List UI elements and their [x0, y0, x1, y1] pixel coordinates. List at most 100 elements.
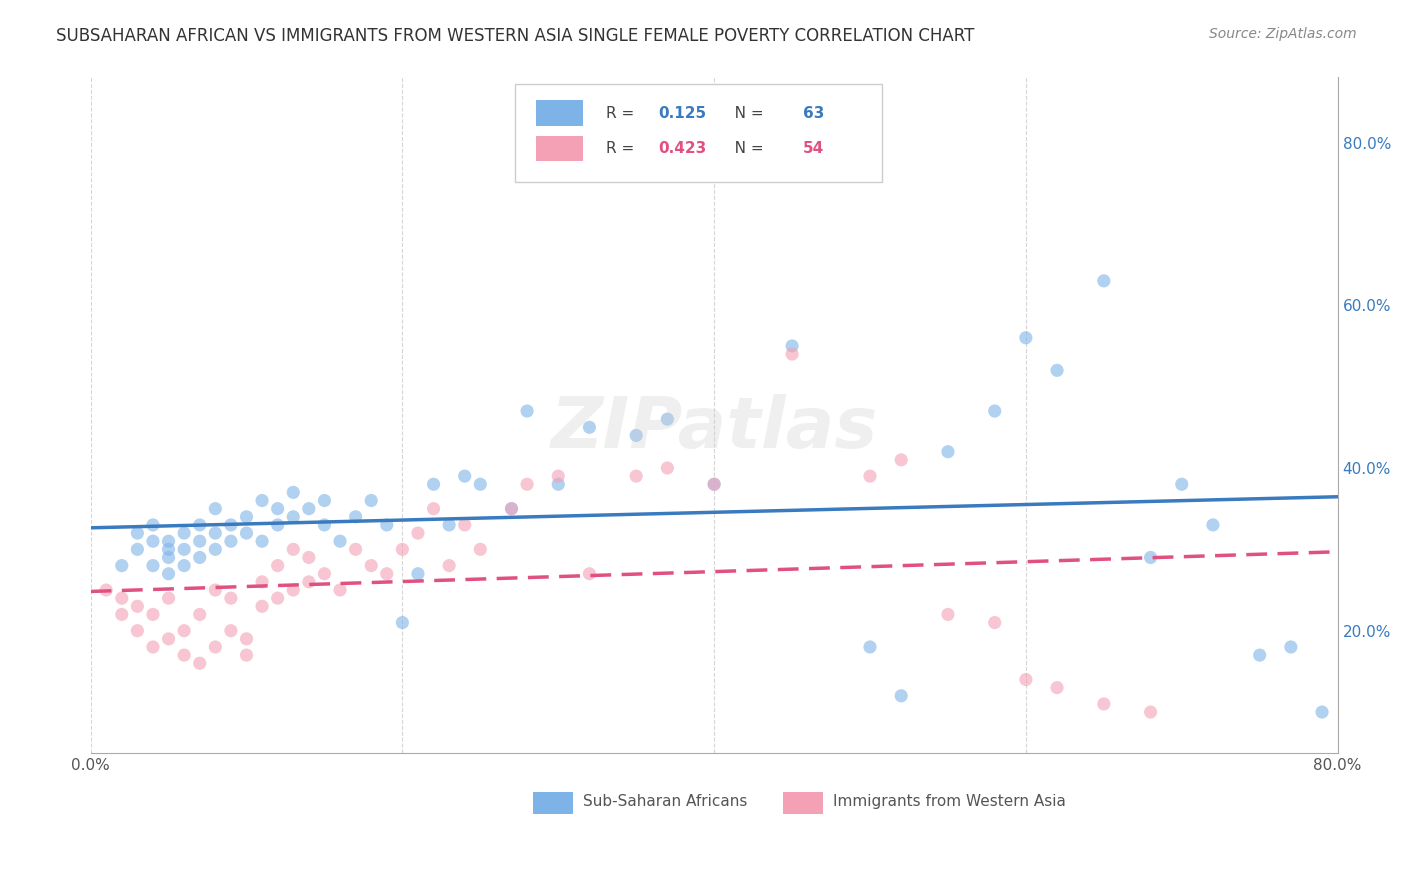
Point [1202, 517, 1225, 532]
Point [298, 550, 321, 565]
Point [516, 477, 538, 491]
Point [283, 485, 305, 500]
Point [406, 566, 429, 581]
Point [204, 640, 226, 654]
Point [250, 534, 273, 549]
Point [127, 542, 149, 557]
Point [890, 689, 912, 703]
Point [111, 591, 134, 606]
Text: 54: 54 [803, 141, 824, 156]
Point [360, 493, 382, 508]
Point [173, 526, 195, 541]
Point [173, 542, 195, 557]
Text: SUBSAHARAN AFRICAN VS IMMIGRANTS FROM WESTERN ASIA SINGLE FEMALE POVERTY CORRELA: SUBSAHARAN AFRICAN VS IMMIGRANTS FROM WE… [56, 27, 974, 45]
Point [188, 534, 211, 549]
Point [157, 542, 180, 557]
Point [624, 469, 647, 483]
Point [936, 607, 959, 622]
Point [266, 558, 288, 573]
Point [1139, 550, 1161, 565]
Point [1092, 697, 1115, 711]
Bar [536, 136, 583, 161]
Point [470, 542, 492, 557]
Point [204, 501, 226, 516]
Point [657, 412, 679, 426]
Point [142, 534, 165, 549]
Point [983, 404, 1005, 418]
Point [780, 339, 803, 353]
Point [235, 648, 257, 662]
Point [391, 542, 413, 557]
Point [250, 599, 273, 614]
Point [936, 444, 959, 458]
Point [127, 526, 149, 541]
Text: N =: N = [720, 106, 769, 120]
Point [204, 542, 226, 557]
Text: 0.423: 0.423 [658, 141, 706, 156]
Point [578, 566, 600, 581]
Point [298, 501, 321, 516]
Point [516, 404, 538, 418]
Point [983, 615, 1005, 630]
Point [1249, 648, 1271, 662]
Point [173, 558, 195, 573]
Point [111, 607, 134, 622]
Point [1092, 274, 1115, 288]
Point [266, 591, 288, 606]
Point [454, 517, 477, 532]
Point [437, 558, 460, 573]
Point [235, 526, 257, 541]
Point [283, 542, 305, 557]
Text: Sub-Saharan Africans: Sub-Saharan Africans [583, 794, 748, 809]
Text: R =: R = [606, 106, 638, 120]
Point [314, 566, 336, 581]
Point [250, 574, 273, 589]
Point [703, 477, 725, 491]
Point [250, 493, 273, 508]
Point [375, 517, 398, 532]
Point [157, 550, 180, 565]
Point [314, 517, 336, 532]
Text: Source: ZipAtlas.com: Source: ZipAtlas.com [1209, 27, 1357, 41]
Point [235, 632, 257, 646]
Point [859, 469, 882, 483]
Text: N =: N = [720, 141, 769, 156]
Point [204, 526, 226, 541]
Point [173, 624, 195, 638]
Point [1139, 705, 1161, 719]
Point [422, 477, 444, 491]
Point [501, 501, 523, 516]
Bar [536, 101, 583, 126]
Point [437, 517, 460, 532]
Point [96, 582, 118, 597]
Bar [783, 792, 823, 814]
Point [219, 534, 242, 549]
Bar [533, 792, 574, 814]
Point [142, 558, 165, 573]
Point [329, 534, 352, 549]
Text: ZIPatlas: ZIPatlas [550, 394, 877, 463]
Point [344, 509, 367, 524]
Point [127, 624, 149, 638]
Point [188, 607, 211, 622]
Point [157, 591, 180, 606]
Point [406, 526, 429, 541]
Point [219, 591, 242, 606]
Point [204, 582, 226, 597]
Point [266, 501, 288, 516]
Point [219, 624, 242, 638]
Point [235, 509, 257, 524]
Point [1015, 331, 1038, 345]
Point [266, 517, 288, 532]
Point [547, 469, 569, 483]
Point [1171, 477, 1194, 491]
Point [1046, 363, 1069, 377]
Point [127, 599, 149, 614]
Point [391, 615, 413, 630]
Point [283, 509, 305, 524]
Point [1310, 705, 1333, 719]
Point [314, 493, 336, 508]
Point [859, 640, 882, 654]
Point [624, 428, 647, 442]
Point [454, 469, 477, 483]
